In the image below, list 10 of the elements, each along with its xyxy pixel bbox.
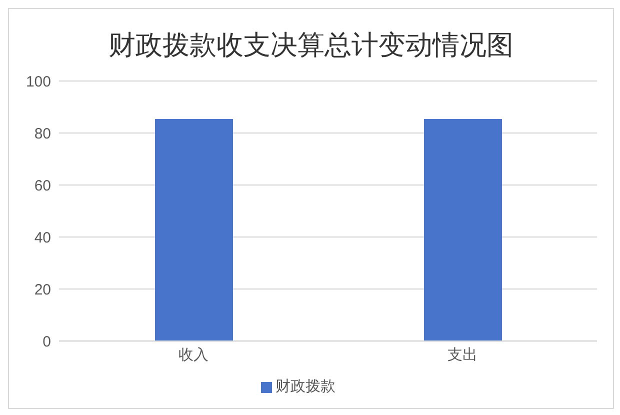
x-tick-label: 收入 [178, 346, 208, 364]
y-tick-label: 0 [42, 333, 51, 350]
chart-title: 财政拨款收支决算总计变动情况图 [108, 29, 514, 63]
y-tick-label: 60 [34, 177, 51, 194]
y-tick-label: 20 [34, 281, 51, 298]
x-tick-label: 支出 [448, 346, 478, 364]
y-tick-label: 40 [34, 229, 51, 246]
legend-label: 财政拨款 [276, 378, 336, 395]
y-tick-label: 100 [26, 73, 51, 90]
y-tick-label: 80 [34, 125, 51, 142]
